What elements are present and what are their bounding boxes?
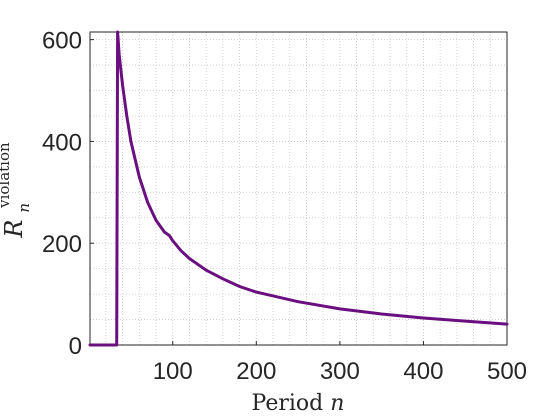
- y-axis-label-sup: violation: [0, 142, 13, 209]
- y-axis-label-sub: n: [15, 203, 33, 213]
- x-axis: 100 200 300 400 500: [153, 341, 527, 385]
- x-tick-label: 200: [236, 358, 276, 385]
- svg-text:R n violation: R n violation: [0, 142, 35, 239]
- plot-frame: [89, 31, 508, 346]
- series-line: [88, 30, 509, 347]
- x-tick-label: 500: [487, 358, 527, 385]
- y-tick-label: 400: [42, 129, 82, 156]
- grid: [90, 32, 507, 345]
- y-tick-label: 600: [42, 28, 82, 55]
- y-tick-label: 0: [69, 333, 82, 360]
- x-axis-label: Period n: [252, 391, 345, 416]
- x-axis-label-var: n: [330, 391, 344, 416]
- y-axis-label: R n violation: [0, 142, 35, 239]
- x-tick-label: 300: [320, 358, 360, 385]
- y-tick-label: 200: [42, 231, 82, 258]
- x-tick-label: 400: [403, 358, 443, 385]
- y-axis: 0 200 400 600: [42, 28, 94, 360]
- x-tick-label: 100: [153, 358, 193, 385]
- y-axis-label-base: R: [0, 220, 28, 239]
